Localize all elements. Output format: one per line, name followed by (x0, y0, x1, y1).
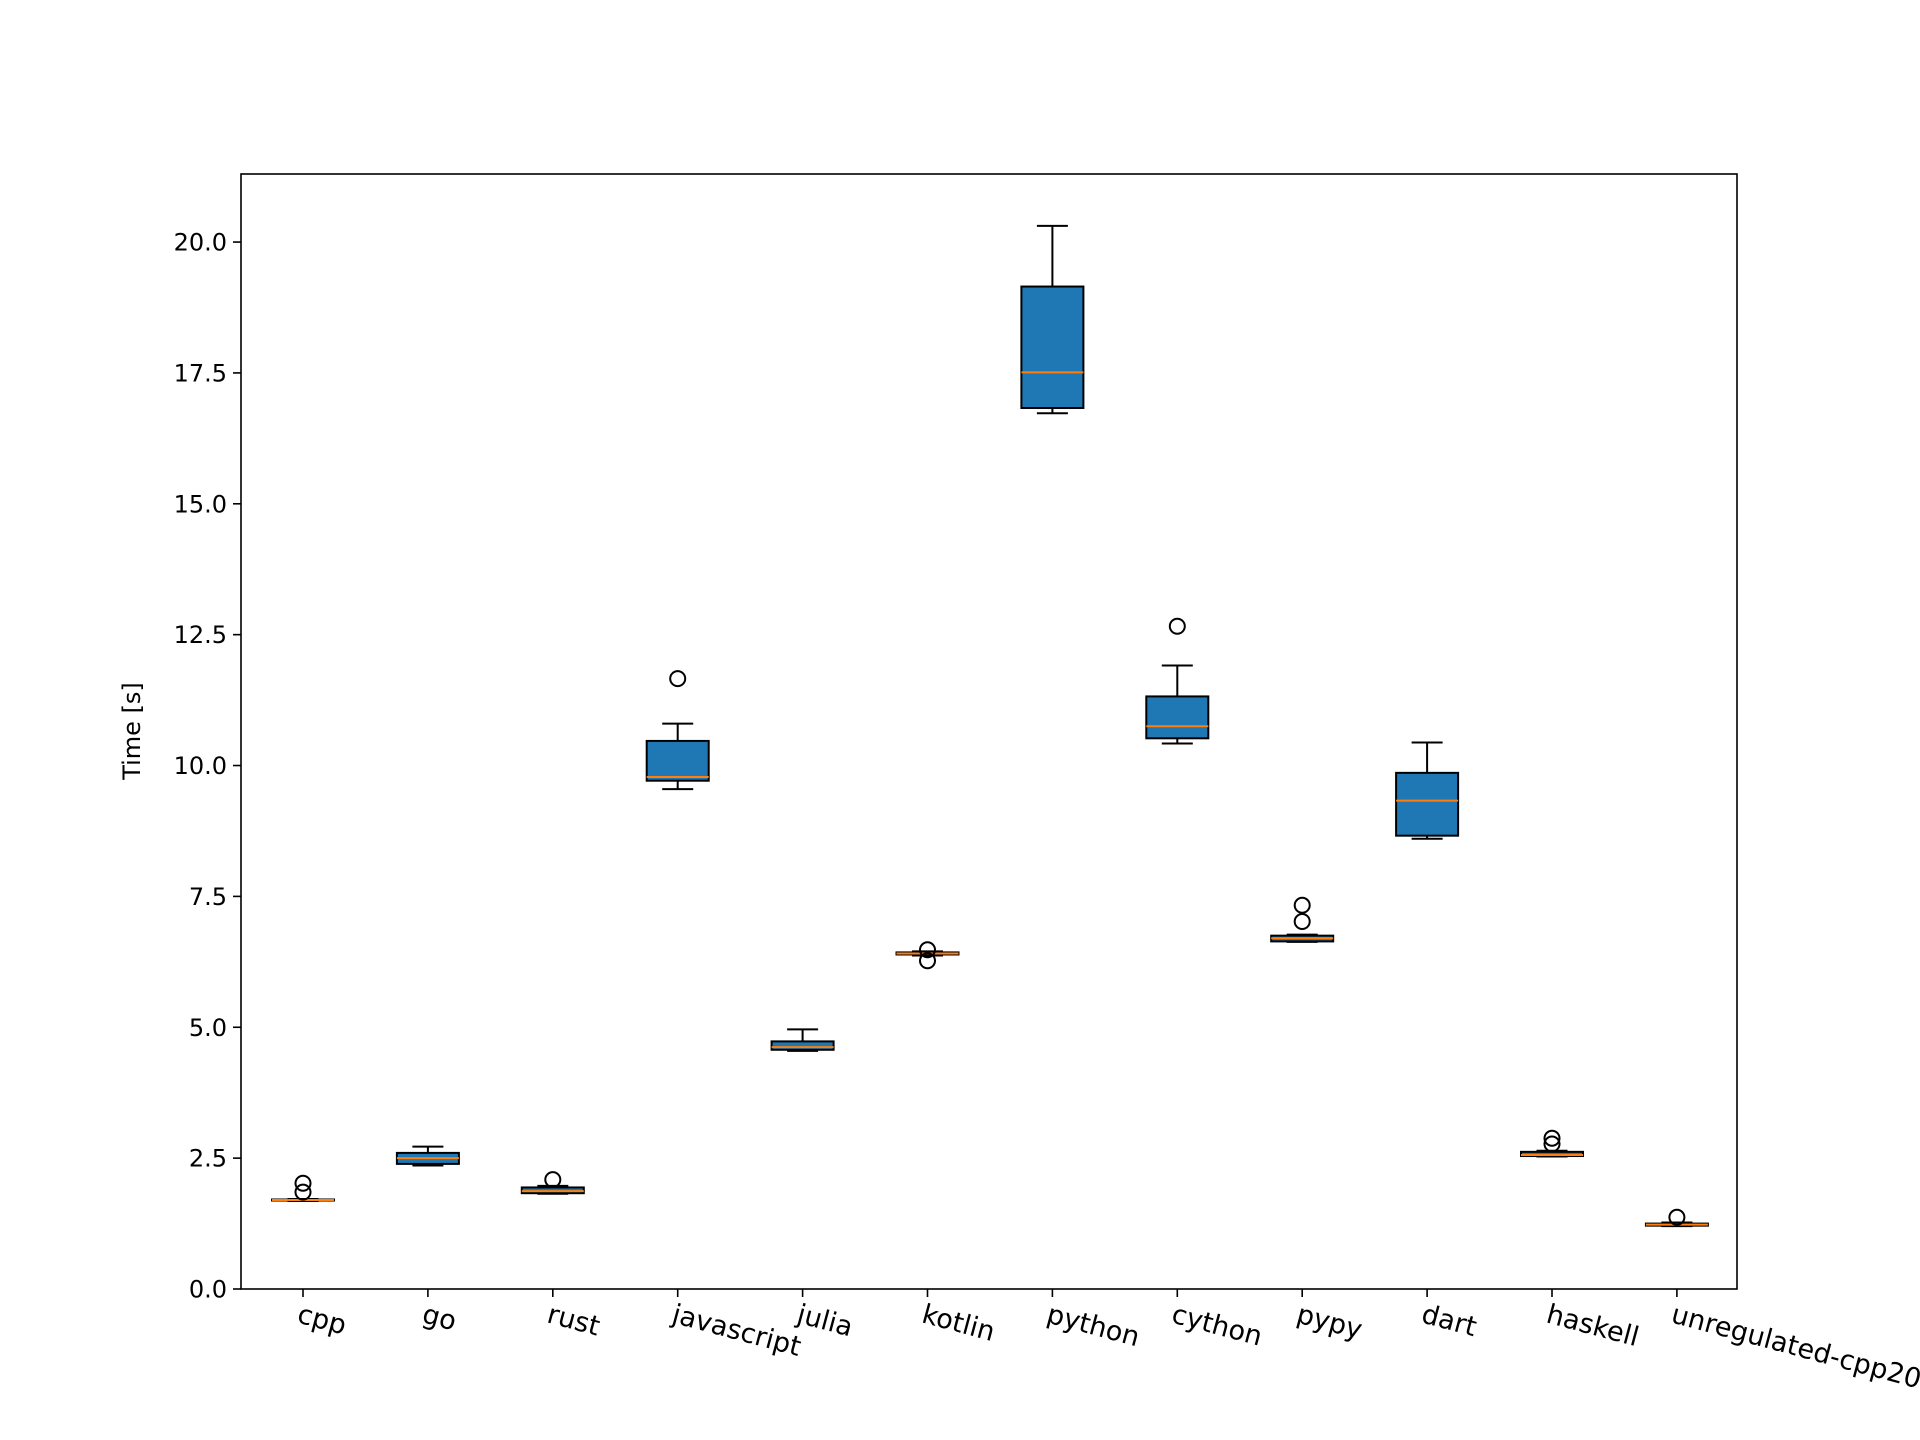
plot-frame (240, 173, 1738, 1290)
box-group-javascript (645, 670, 710, 791)
y-tick-label: 2.5 (189, 1145, 227, 1173)
box-group-rust (520, 1171, 585, 1195)
outlier-point (544, 1171, 562, 1189)
box-group-julia (770, 1028, 835, 1052)
outlier-point (294, 1174, 312, 1192)
box-group-cython (1145, 617, 1210, 745)
outlier-point (1543, 1135, 1561, 1153)
box-group-haskell (1520, 1129, 1584, 1158)
outlier-point (294, 1183, 312, 1201)
box-body (770, 1040, 835, 1051)
y-tick-label: 15.0 (174, 490, 227, 518)
y-tick-label: 7.5 (189, 883, 227, 911)
outlier-point (1293, 913, 1311, 931)
box-group-python (1020, 224, 1085, 415)
outlier-point (1168, 617, 1186, 635)
box-body (645, 739, 710, 782)
box-body (1020, 285, 1085, 409)
box-group-pypy (1270, 896, 1335, 943)
y-tick-label: 20.0 (174, 229, 227, 257)
box-group-unregulated-cpp20 (1644, 1208, 1709, 1228)
outlier-point (1293, 896, 1311, 914)
y-tick-label: 10.0 (174, 752, 227, 780)
y-axis-ticks: 0.0 2.5 5.0 7.5 10.0 12.5 15.0 17.5 20.0 (174, 229, 241, 1304)
box-group-cpp (271, 1174, 335, 1203)
outlier-point (919, 952, 936, 970)
box-group-go (395, 1145, 460, 1167)
box-group-kotlin (895, 941, 960, 970)
y-tick-label: 5.0 (189, 1014, 227, 1042)
y-tick-label: 17.5 (174, 359, 227, 387)
box-body (1395, 771, 1460, 837)
y-tick-label: 0.0 (189, 1276, 227, 1304)
outlier-point (1668, 1208, 1686, 1226)
box-plot-marks (271, 224, 1709, 1228)
box-body (1145, 695, 1210, 740)
y-axis-label: Time [s] (118, 682, 146, 781)
outlier-point (669, 670, 687, 688)
box-group-dart (1395, 741, 1460, 840)
y-tick-label: 12.5 (174, 621, 227, 649)
outlier-point (1543, 1129, 1561, 1147)
outlier-point (919, 941, 936, 959)
